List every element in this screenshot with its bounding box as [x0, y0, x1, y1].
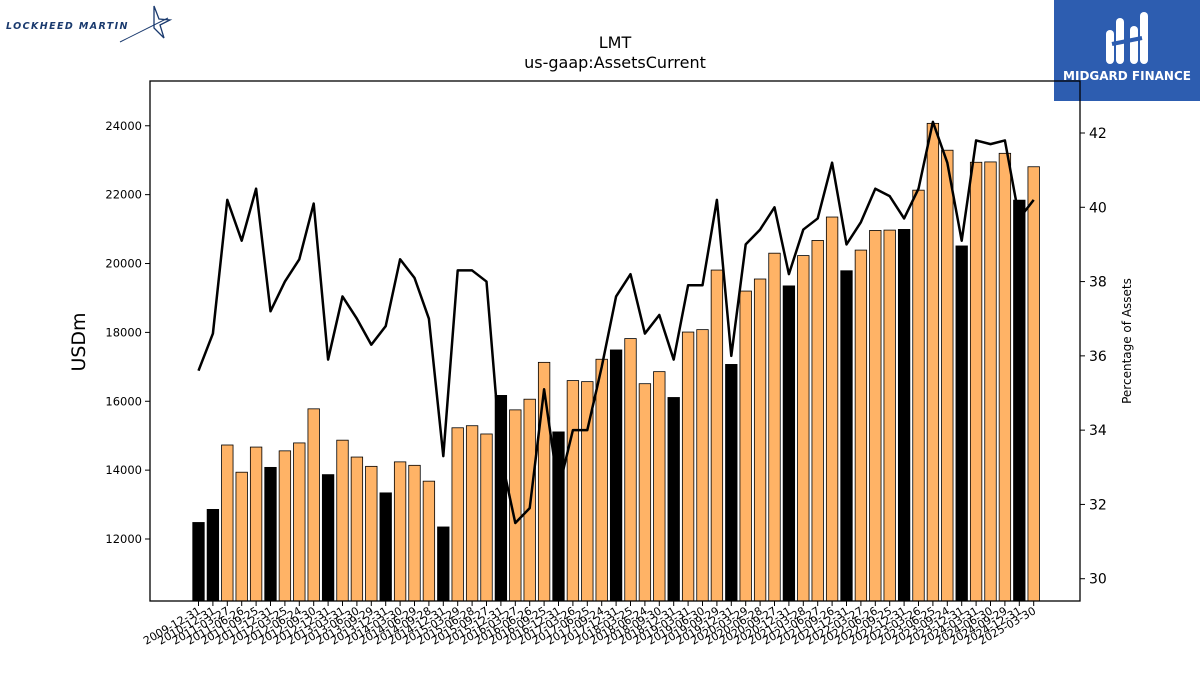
- bar: [1027, 166, 1040, 602]
- y2-tick-label: 42: [1089, 126, 1107, 142]
- bar: [480, 433, 493, 602]
- bar: [768, 252, 781, 602]
- y-tick-label: 16000: [105, 394, 142, 408]
- bar: [1013, 199, 1026, 602]
- bar: [782, 285, 796, 602]
- bar: [725, 364, 738, 602]
- bar: [206, 508, 220, 602]
- bar: [422, 480, 436, 602]
- y-tick-label: 18000: [105, 325, 142, 339]
- bar: [465, 425, 479, 602]
- bar: [336, 439, 349, 602]
- bar: [264, 466, 277, 602]
- bar: [393, 461, 407, 602]
- bar: [825, 216, 839, 602]
- percentage-line: [197, 120, 1035, 525]
- star-icon: [119, 5, 173, 43]
- bar: [696, 329, 709, 602]
- bar: [494, 395, 508, 602]
- bar: [854, 249, 868, 602]
- bar: [595, 358, 608, 602]
- plot-frame: [149, 80, 1081, 602]
- bar: [681, 331, 695, 602]
- bar: [451, 427, 464, 602]
- midgard-mark-icon: [1106, 12, 1148, 64]
- lockheed-martin-logo-text: LOCKHEED MARTIN: [6, 21, 129, 32]
- chart-title: LMT: [598, 33, 632, 52]
- bar: [350, 456, 364, 602]
- bar: [307, 408, 320, 602]
- bar: [437, 526, 450, 602]
- bar: [321, 474, 335, 602]
- y2-tick-label: 36: [1089, 349, 1107, 365]
- bar: [566, 380, 580, 602]
- bar: [278, 450, 292, 602]
- bar: [883, 229, 896, 602]
- bar: [667, 397, 680, 602]
- y2-tick-label: 30: [1089, 572, 1107, 588]
- y2-tick-label: 38: [1089, 275, 1107, 291]
- bar: [797, 255, 810, 602]
- bar: [293, 442, 306, 602]
- bar: [969, 161, 983, 602]
- bar: [869, 230, 882, 602]
- bar: [998, 152, 1012, 602]
- y-tick-label: 14000: [105, 463, 142, 477]
- bar: [638, 383, 652, 602]
- bar: [653, 371, 666, 602]
- bar: [221, 444, 234, 602]
- bar: [379, 492, 392, 602]
- bar: [941, 149, 954, 602]
- bar: [710, 269, 724, 602]
- midgard-finance-logo-text: MIDGARD FINANCE: [1063, 69, 1191, 83]
- bar: [739, 290, 752, 602]
- bar: [365, 465, 378, 602]
- bar: [912, 189, 925, 602]
- bar: [624, 338, 637, 602]
- bar: [897, 229, 911, 602]
- bar: [249, 446, 263, 602]
- midgard-finance-logo: MIDGARD FINANCE: [1054, 0, 1200, 101]
- y2-tick-label: 40: [1089, 200, 1107, 216]
- y2-tick-label: 34: [1089, 423, 1107, 439]
- bar: [192, 522, 205, 602]
- bar: [840, 270, 853, 602]
- lockheed-martin-logo: LOCKHEED MARTIN: [4, 4, 174, 44]
- bar: [811, 240, 824, 602]
- y-tick-label: 12000: [105, 532, 142, 546]
- bar: [926, 122, 940, 602]
- chart-subtitle: us-gaap:AssetsCurrent: [524, 53, 706, 72]
- bar: [955, 245, 968, 602]
- y-tick-label: 22000: [105, 188, 142, 202]
- bar: [753, 278, 767, 602]
- bar: [609, 349, 623, 602]
- bar: [408, 464, 421, 602]
- bar: [235, 471, 248, 602]
- y-tick-label: 24000: [105, 119, 142, 133]
- y-tick-label: 20000: [105, 257, 142, 271]
- y2-tick-label: 32: [1089, 497, 1107, 513]
- bar: [984, 161, 997, 602]
